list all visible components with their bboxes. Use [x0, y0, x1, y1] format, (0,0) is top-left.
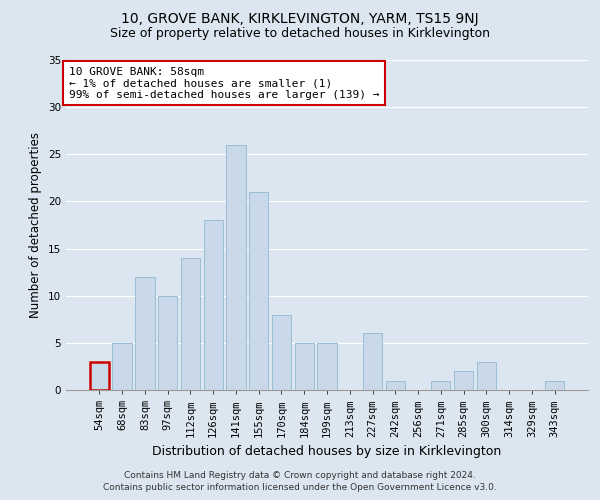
Bar	[181, 258, 200, 390]
Bar	[454, 371, 473, 390]
Bar	[386, 380, 405, 390]
Bar	[545, 380, 564, 390]
Bar	[431, 380, 451, 390]
Bar	[363, 334, 382, 390]
Bar	[203, 220, 223, 390]
Y-axis label: Number of detached properties: Number of detached properties	[29, 132, 43, 318]
Text: Contains HM Land Registry data © Crown copyright and database right 2024.
Contai: Contains HM Land Registry data © Crown c…	[103, 471, 497, 492]
Bar	[112, 343, 132, 390]
Bar	[476, 362, 496, 390]
Bar	[158, 296, 178, 390]
Text: 10, GROVE BANK, KIRKLEVINGTON, YARM, TS15 9NJ: 10, GROVE BANK, KIRKLEVINGTON, YARM, TS1…	[121, 12, 479, 26]
Bar	[135, 277, 155, 390]
Text: 10 GROVE BANK: 58sqm
← 1% of detached houses are smaller (1)
99% of semi-detache: 10 GROVE BANK: 58sqm ← 1% of detached ho…	[68, 66, 379, 100]
Text: Size of property relative to detached houses in Kirklevington: Size of property relative to detached ho…	[110, 28, 490, 40]
Bar	[90, 362, 109, 390]
Bar	[226, 145, 245, 390]
Bar	[295, 343, 314, 390]
Bar	[317, 343, 337, 390]
X-axis label: Distribution of detached houses by size in Kirklevington: Distribution of detached houses by size …	[152, 445, 502, 458]
Bar	[249, 192, 268, 390]
Bar	[272, 314, 291, 390]
